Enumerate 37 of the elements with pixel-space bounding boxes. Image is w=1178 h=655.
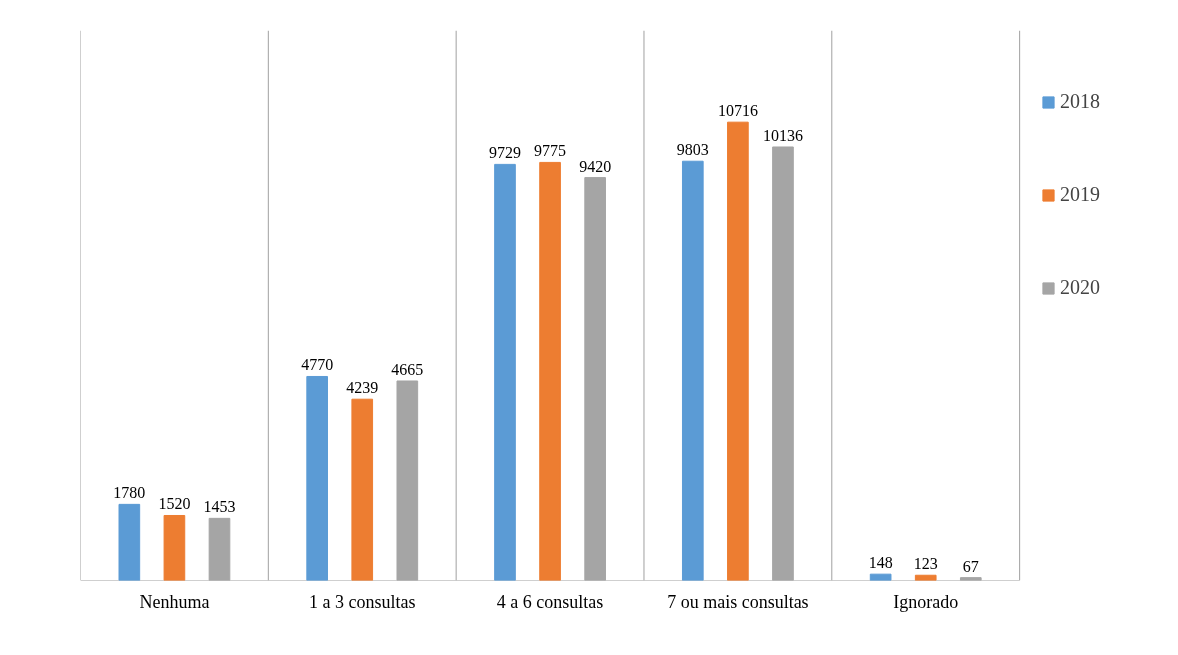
bar [494, 163, 516, 581]
x-tick-label: 7 ou mais consultas [667, 591, 809, 612]
data-label: 1520 [158, 495, 191, 513]
data-label: 1780 [113, 484, 146, 502]
bar [163, 514, 186, 581]
bar [959, 577, 982, 581]
bar [118, 503, 141, 581]
bar [772, 146, 794, 581]
data-label: 148 [868, 554, 893, 572]
data-label: 123 [913, 555, 938, 573]
bar [727, 121, 749, 581]
data-label: 10136 [762, 126, 803, 144]
data-label: 9775 [534, 142, 567, 160]
bar [869, 573, 892, 581]
data-label: 67 [962, 557, 979, 575]
data-label: 4770 [301, 356, 334, 374]
legend-label: 2019 [1060, 183, 1100, 206]
data-label: 9729 [488, 144, 521, 162]
x-tick-label: 4 a 6 consultas [496, 591, 604, 612]
x-tick-label: Nenhuma [139, 591, 210, 612]
bar [351, 398, 374, 581]
data-label: 9803 [676, 141, 709, 159]
bar [208, 517, 231, 581]
legend-label: 2018 [1060, 90, 1100, 113]
bar [539, 161, 561, 581]
data-label: 10716 [717, 102, 758, 120]
x-tick-label: Ignorado [893, 591, 959, 612]
x-tick-label: 1 a 3 consultas [309, 591, 416, 612]
data-label: 4239 [346, 379, 379, 397]
legend-label: 2020 [1060, 276, 1100, 299]
bar [396, 380, 419, 581]
data-label: 9420 [579, 157, 612, 175]
bar [584, 177, 606, 581]
bar [306, 375, 328, 581]
data-label: 1453 [203, 498, 236, 516]
data-label: 4665 [391, 360, 424, 378]
bar [681, 160, 704, 581]
